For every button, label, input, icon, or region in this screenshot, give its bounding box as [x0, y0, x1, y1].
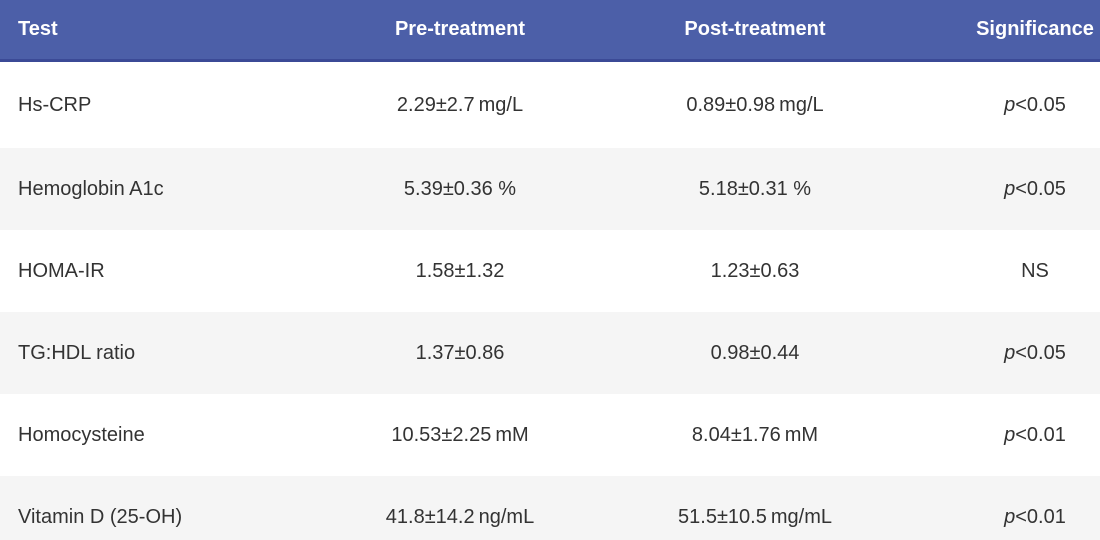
cell-posttreatment: 0.89±0.98 mg/L: [686, 93, 824, 116]
cell-posttreatment: 0.98±0.44: [710, 341, 800, 364]
table-row-homocysteine: Homocysteine 10.53±2.25 mM 8.04±1.76 mM …: [0, 394, 1100, 476]
cell-posttreatment: 8.04±1.76 mM: [691, 423, 819, 446]
table-row-homa-ir: HOMA-IR 1.58±1.32 1.23±0.63 NS: [0, 230, 1100, 312]
table-row-vitamin-d: Vitamin D (25-OH) 41.8±14.2 ng/mL 51.5±1…: [0, 476, 1100, 540]
cell-significance: p<0.01: [900, 424, 1100, 447]
significance-value: <0.05: [1015, 341, 1066, 364]
significance-p-symbol: p: [1004, 93, 1016, 116]
cell-pretreatment: 2.29±2.7 mg/L: [396, 93, 524, 116]
cell-test: TG:HDL ratio: [18, 341, 136, 364]
table-body: Hs-CRP 2.29±2.7 mg/L 0.89±0.98 mg/L p<0.…: [0, 62, 1100, 540]
cell-pretreatment: 5.39±0.36 %: [403, 177, 517, 200]
cell-significance: p<0.05: [900, 94, 1100, 117]
significance-p-symbol: p: [1004, 423, 1016, 446]
cell-pretreatment: 1.58±1.32: [415, 259, 505, 282]
cell-significance: p<0.01: [900, 506, 1100, 529]
cell-posttreatment: 1.23±0.63: [710, 259, 800, 282]
table-header-row: Test Pre-treatment Post-treatment Signif…: [0, 0, 1100, 62]
cell-pretreatment: 41.8±14.2 ng/mL: [385, 505, 535, 528]
cell-test: Homocysteine: [18, 423, 145, 446]
significance-value: <0.05: [1015, 93, 1066, 116]
cell-posttreatment: 51.5±10.5 mg/mL: [678, 505, 832, 528]
header-cell-test: Test: [18, 18, 58, 40]
significance-value: NS: [1021, 259, 1049, 282]
cell-pretreatment: 1.37±0.86: [415, 341, 505, 364]
cell-test: Vitamin D (25-OH): [18, 505, 183, 528]
significance-value: <0.01: [1015, 423, 1066, 446]
cell-significance: NS: [900, 260, 1100, 283]
significance-p-symbol: p: [1004, 505, 1016, 528]
cell-pretreatment: 10.53±2.25 mM: [391, 423, 529, 446]
significance-value: <0.05: [1015, 177, 1066, 200]
header-cell-significance: Significance: [976, 18, 1094, 40]
table-row-tg-hdl-ratio: TG:HDL ratio 1.37±0.86 0.98±0.44 p<0.05: [0, 312, 1100, 394]
significance-p-symbol: p: [1004, 341, 1016, 364]
significance-p-symbol: p: [1004, 177, 1016, 200]
header-cell-posttreatment: Post-treatment: [684, 18, 826, 40]
table-row-hs-crp: Hs-CRP 2.29±2.7 mg/L 0.89±0.98 mg/L p<0.…: [0, 62, 1100, 148]
cell-significance: p<0.05: [900, 178, 1100, 201]
cell-significance: p<0.05: [900, 342, 1100, 365]
header-cell-pretreatment: Pre-treatment: [394, 18, 526, 40]
cell-test: Hemoglobin A1c: [18, 177, 164, 200]
significance-value: <0.01: [1015, 505, 1066, 528]
cell-test: HOMA-IR: [18, 259, 105, 282]
cell-posttreatment: 5.18±0.31 %: [698, 177, 812, 200]
table-row-hemoglobin-a1c: Hemoglobin A1c 5.39±0.36 % 5.18±0.31 % p…: [0, 148, 1100, 230]
cell-test: Hs-CRP: [18, 93, 92, 116]
